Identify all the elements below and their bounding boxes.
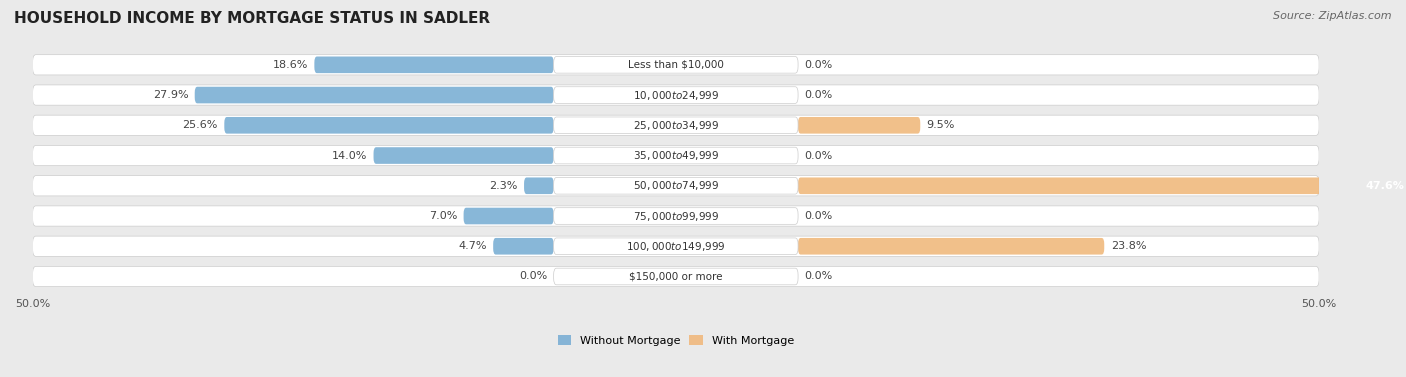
Text: 9.5%: 9.5%: [927, 120, 955, 130]
Text: Less than $10,000: Less than $10,000: [628, 60, 724, 70]
FancyBboxPatch shape: [494, 238, 554, 254]
FancyBboxPatch shape: [32, 236, 1319, 256]
FancyBboxPatch shape: [225, 117, 554, 133]
FancyBboxPatch shape: [524, 178, 554, 194]
Text: 0.0%: 0.0%: [804, 150, 832, 161]
Legend: Without Mortgage, With Mortgage: Without Mortgage, With Mortgage: [558, 336, 794, 346]
FancyBboxPatch shape: [799, 238, 1104, 254]
Text: 25.6%: 25.6%: [183, 120, 218, 130]
Text: 0.0%: 0.0%: [804, 90, 832, 100]
Text: $25,000 to $34,999: $25,000 to $34,999: [633, 119, 718, 132]
FancyBboxPatch shape: [799, 117, 921, 133]
Text: 0.0%: 0.0%: [804, 271, 832, 282]
Text: 27.9%: 27.9%: [153, 90, 188, 100]
Text: 47.6%: 47.6%: [1365, 181, 1405, 191]
FancyBboxPatch shape: [554, 238, 799, 254]
FancyBboxPatch shape: [554, 147, 799, 164]
Text: 2.3%: 2.3%: [489, 181, 517, 191]
FancyBboxPatch shape: [315, 57, 554, 73]
FancyBboxPatch shape: [554, 57, 799, 73]
FancyBboxPatch shape: [32, 146, 1319, 166]
Text: $50,000 to $74,999: $50,000 to $74,999: [633, 179, 718, 192]
Text: 0.0%: 0.0%: [804, 211, 832, 221]
Text: 0.0%: 0.0%: [804, 60, 832, 70]
FancyBboxPatch shape: [32, 85, 1319, 105]
Text: $10,000 to $24,999: $10,000 to $24,999: [633, 89, 718, 101]
Text: 18.6%: 18.6%: [273, 60, 308, 70]
Text: $150,000 or more: $150,000 or more: [628, 271, 723, 282]
FancyBboxPatch shape: [554, 117, 799, 133]
Text: 23.8%: 23.8%: [1111, 241, 1146, 251]
Text: 0.0%: 0.0%: [519, 271, 547, 282]
Text: HOUSEHOLD INCOME BY MORTGAGE STATUS IN SADLER: HOUSEHOLD INCOME BY MORTGAGE STATUS IN S…: [14, 11, 491, 26]
FancyBboxPatch shape: [464, 208, 554, 224]
Text: 7.0%: 7.0%: [429, 211, 457, 221]
FancyBboxPatch shape: [32, 176, 1319, 196]
FancyBboxPatch shape: [194, 87, 554, 103]
Text: 4.7%: 4.7%: [458, 241, 486, 251]
FancyBboxPatch shape: [554, 178, 799, 194]
FancyBboxPatch shape: [32, 267, 1319, 287]
Text: $75,000 to $99,999: $75,000 to $99,999: [633, 210, 718, 222]
FancyBboxPatch shape: [32, 55, 1319, 75]
Text: Source: ZipAtlas.com: Source: ZipAtlas.com: [1274, 11, 1392, 21]
Text: 14.0%: 14.0%: [332, 150, 367, 161]
FancyBboxPatch shape: [32, 206, 1319, 226]
FancyBboxPatch shape: [32, 115, 1319, 135]
Text: $100,000 to $149,999: $100,000 to $149,999: [626, 240, 725, 253]
FancyBboxPatch shape: [799, 178, 1406, 194]
FancyBboxPatch shape: [374, 147, 554, 164]
FancyBboxPatch shape: [554, 208, 799, 224]
FancyBboxPatch shape: [554, 87, 799, 103]
Text: $35,000 to $49,999: $35,000 to $49,999: [633, 149, 718, 162]
FancyBboxPatch shape: [554, 268, 799, 285]
